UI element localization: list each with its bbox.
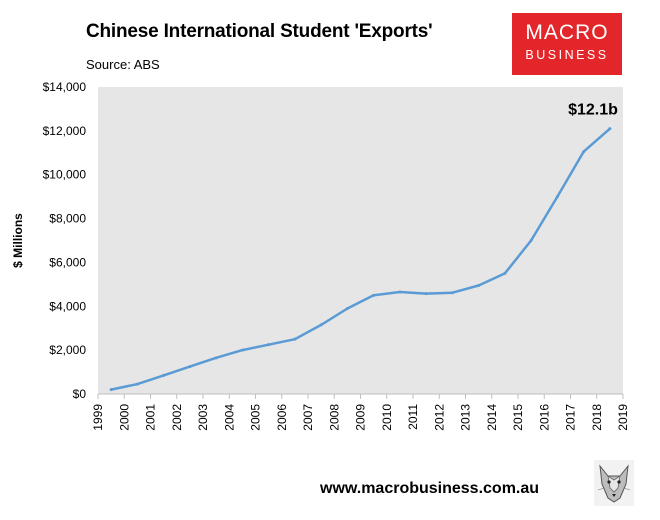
- y-tick-label: $0: [73, 387, 87, 401]
- x-tick-label: 2014: [485, 404, 499, 431]
- footer-url[interactable]: www.macrobusiness.com.au: [320, 480, 540, 497]
- logo-line-2: BUSINESS: [525, 48, 609, 62]
- y-axis-label: $ Millions: [11, 213, 25, 268]
- x-tick-label: 2019: [616, 404, 630, 431]
- x-tick-label: 2006: [275, 404, 289, 431]
- data-point: [555, 195, 559, 199]
- y-tick-label: $6,000: [49, 255, 86, 269]
- data-point: [372, 293, 376, 297]
- chart-source: Source: ABS: [86, 57, 160, 72]
- y-tick-label: $10,000: [43, 168, 87, 182]
- data-point: [398, 290, 402, 294]
- data-point: [188, 365, 192, 369]
- data-point: [477, 283, 481, 287]
- x-tick-label: 1999: [91, 404, 105, 431]
- x-tick-label: 2002: [170, 404, 184, 431]
- x-tick-label: 2000: [117, 404, 131, 431]
- data-point: [529, 239, 533, 242]
- data-point: [450, 291, 454, 295]
- data-point: [214, 356, 218, 360]
- x-tick-label: 2008: [327, 404, 341, 431]
- y-tick-label: $14,000: [43, 80, 87, 94]
- logo-line-1: MACRO: [525, 21, 609, 44]
- y-tick-label: $2,000: [49, 343, 86, 357]
- plot-area: [98, 87, 623, 394]
- x-tick-label: 2012: [432, 404, 446, 431]
- x-tick-label: 2018: [590, 404, 604, 431]
- y-tick-label: $12,000: [43, 124, 87, 138]
- data-point: [345, 306, 349, 310]
- data-point: [240, 348, 244, 352]
- wolf-icon: [594, 460, 634, 506]
- x-tick-label: 2005: [249, 404, 263, 431]
- x-tick-label: 2010: [380, 404, 394, 431]
- x-tick-label: 2003: [196, 404, 210, 431]
- data-point: [319, 323, 323, 327]
- x-tick-label: 2007: [301, 404, 315, 431]
- x-tick-label: 2015: [511, 404, 525, 431]
- data-point: [503, 271, 507, 275]
- y-tick-label: $4,000: [49, 299, 86, 313]
- chart-title: Chinese International Student 'Exports': [86, 21, 433, 42]
- x-tick-label: 2009: [354, 404, 368, 431]
- x-tick-label: 2017: [564, 404, 578, 431]
- data-point: [293, 337, 297, 341]
- data-point: [424, 292, 428, 296]
- data-point: [582, 150, 586, 154]
- x-tick-label: 2013: [459, 404, 473, 431]
- data-point: [608, 127, 612, 131]
- data-point: [109, 388, 113, 392]
- x-tick-label: 2016: [537, 404, 551, 431]
- data-point: [162, 373, 166, 377]
- x-tick-label: 2011: [406, 404, 420, 430]
- x-tick-label: 2004: [222, 404, 236, 431]
- series-line: [109, 127, 612, 391]
- data-point: [135, 382, 139, 386]
- data-label: $12.1b: [568, 102, 618, 119]
- data-point: [267, 343, 271, 347]
- x-tick-label: 2001: [144, 404, 158, 431]
- y-tick-label: $8,000: [49, 212, 86, 226]
- macrobusiness-logo[interactable]: MACRO BUSINESS: [512, 13, 622, 75]
